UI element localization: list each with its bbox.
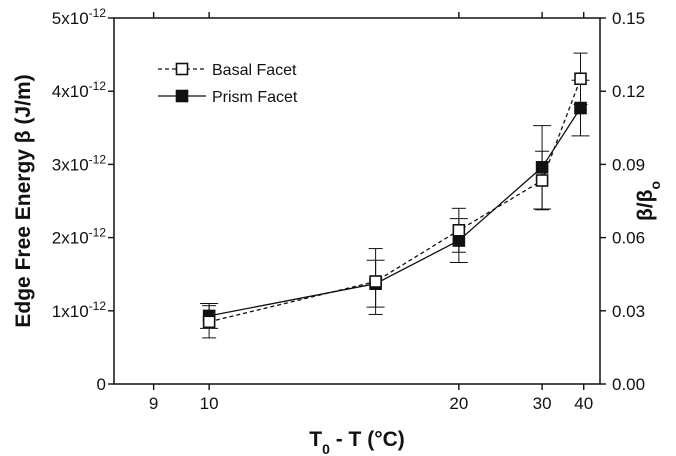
series-line-0 [208, 78, 582, 323]
y-axis-title-right-main: β/β [634, 189, 657, 221]
y-tick-label-left-base-2: 2x10 [52, 229, 89, 248]
x-tick-label-4: 40 [574, 394, 593, 413]
plot-frame [113, 17, 601, 385]
legend-label-0: Basal Facet [212, 62, 297, 79]
x-axis-title: T0 - T (°C) [309, 428, 405, 456]
y-axis-title-right-sub: o [647, 181, 663, 190]
y-tick-label-right-4: 0.12 [612, 82, 645, 101]
data-point-0-1 [369, 275, 382, 288]
x-tick-label-1: 10 [200, 394, 219, 413]
series-layer [200, 52, 590, 339]
series-line-1 [208, 107, 582, 317]
x-axis-title-sub: 0 [322, 441, 330, 456]
y-tick-label-left-base-4: 4x10 [52, 82, 89, 101]
x-axis-title-main: T [309, 428, 322, 451]
y-tick-label-left-3: 3x10-12 [52, 152, 107, 174]
y-tick-label-left-4: 4x10-12 [52, 79, 107, 101]
y-tick-label-right-3: 0.09 [612, 155, 645, 174]
data-point-0-2 [452, 223, 466, 237]
y-tick-label-left-base-3: 3x10 [52, 155, 89, 174]
y-tick-label-left-0: 0 [97, 375, 106, 394]
y-tick-label-left-base-1: 1x10 [52, 302, 89, 321]
y-tick-label-left-base-0: 0 [97, 375, 106, 394]
y-axis-title-left: Edge Free Energy β (J/m) [12, 74, 35, 327]
y-tick-label-left-5: 5x10-12 [52, 6, 107, 28]
y-tick-label-right-0: 0.00 [612, 375, 645, 394]
y-tick-label-right-1: 0.03 [612, 302, 645, 321]
data-point-1-2 [452, 234, 466, 247]
legend-marker-0 [175, 62, 189, 76]
y-tick-label-right-5: 0.15 [612, 9, 645, 28]
y-tick-label-left-exp-3: -12 [89, 152, 107, 166]
y-tick-label-left-exp-4: -12 [89, 79, 107, 93]
legend: Basal Facet Prism Facet [158, 62, 298, 106]
ticks-layer: 9 10 20 30 4001x10-122x10-123x10-124x10-125x… [52, 6, 645, 413]
y-tick-label-left-1: 1x10-12 [52, 299, 107, 321]
legend-marker-1 [175, 89, 189, 103]
y-tick-label-left-exp-5: -12 [89, 6, 107, 20]
y-tick-label-left-exp-1: -12 [89, 299, 107, 313]
data-point-0-4 [574, 72, 587, 86]
y-tick-label-left-exp-2: -12 [89, 226, 107, 240]
legend-label-1: Prism Facet [212, 89, 298, 106]
data-point-0-3 [535, 174, 549, 187]
y-axis-title-right: β/βo [634, 181, 663, 221]
data-point-0-0 [202, 315, 216, 329]
y-tick-label-left-2: 2x10-12 [52, 226, 107, 248]
x-tick-label-0: 9 [149, 394, 158, 413]
x-tick-label-2: 20 [449, 394, 468, 413]
data-point-1-3 [535, 161, 549, 174]
x-tick-label-3: 30 [533, 394, 552, 413]
data-point-1-4 [574, 101, 587, 115]
x-axis-title-rest: - T (°C) [330, 428, 405, 451]
y-tick-label-left-base-5: 5x10 [52, 9, 89, 28]
y-tick-label-right-2: 0.06 [612, 229, 645, 248]
